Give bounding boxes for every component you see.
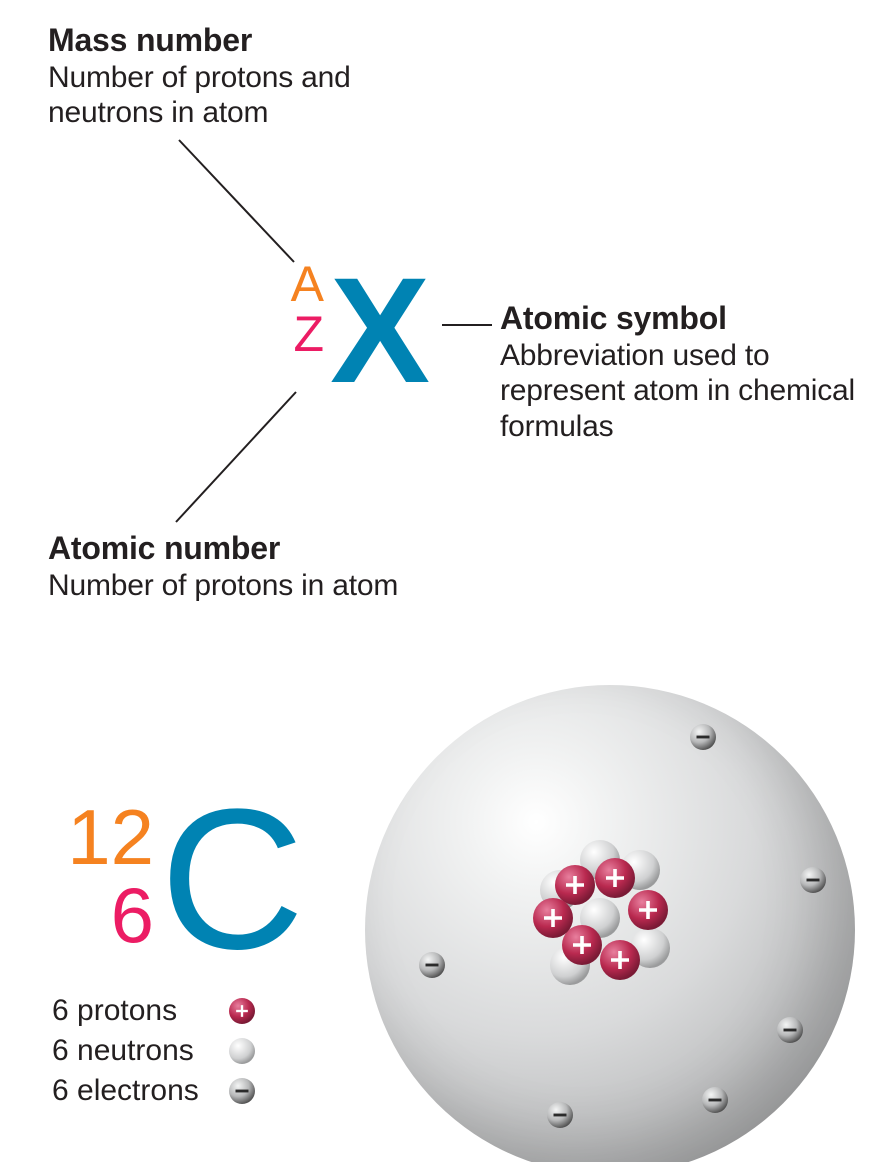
label-mass-title: Mass number: [48, 22, 408, 60]
electron: [702, 1087, 728, 1113]
notation-generic: A Z X: [330, 255, 424, 405]
label-atomic-desc: Number of protons in atom: [48, 568, 408, 603]
legend-text: 6 neutrons: [52, 1034, 212, 1068]
electron: [419, 952, 445, 978]
element-symbol-generic: X: [330, 255, 424, 405]
label-symbol-desc: Abbreviation used to represent atom in c…: [500, 338, 860, 444]
label-atomic-title: Atomic number: [48, 530, 408, 568]
legend-row-protons: 6 protons: [52, 994, 256, 1028]
example-element-symbol: C: [160, 780, 304, 980]
proton-icon: [228, 997, 256, 1025]
neutron-icon: [228, 1037, 256, 1065]
electron-icon: [228, 1077, 256, 1105]
electron: [800, 867, 826, 893]
electron: [547, 1102, 573, 1128]
particle-legend: 6 protons 6 neutrons 6 electrons: [52, 988, 256, 1114]
label-atomic-number: Atomic number Number of protons in atom: [48, 530, 408, 603]
proton: [600, 940, 640, 980]
proton: [628, 890, 668, 930]
legend-text: 6 electrons: [52, 1074, 212, 1108]
legend-text: 6 protons: [52, 994, 212, 1028]
example-atomic-number: 6: [67, 876, 154, 954]
label-mass-desc: Number of protons and neutrons in atom: [48, 60, 408, 131]
legend-row-electrons: 6 electrons: [52, 1074, 256, 1108]
electron: [777, 1017, 803, 1043]
label-symbol-title: Atomic symbol: [500, 300, 860, 338]
label-mass-number: Mass number Number of protons and neutro…: [48, 22, 408, 131]
diagram-canvas: Mass number Number of protons and neutro…: [0, 0, 880, 1162]
legend-row-neutrons: 6 neutrons: [52, 1034, 256, 1068]
label-atomic-symbol: Atomic symbol Abbreviation used to repre…: [500, 300, 860, 444]
proton: [533, 898, 573, 938]
example-mass-number: 12: [67, 798, 154, 876]
notation-example: 12 6 C: [160, 780, 304, 980]
electron: [690, 724, 716, 750]
mass-number-letter: A: [291, 259, 324, 309]
atomic-number-letter: Z: [291, 309, 324, 359]
